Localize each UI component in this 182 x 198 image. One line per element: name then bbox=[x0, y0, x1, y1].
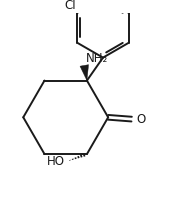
Text: O: O bbox=[136, 113, 145, 126]
Text: Cl: Cl bbox=[65, 0, 76, 12]
Text: HO: HO bbox=[47, 155, 65, 168]
Polygon shape bbox=[80, 65, 88, 81]
Text: NH₂: NH₂ bbox=[86, 51, 108, 65]
